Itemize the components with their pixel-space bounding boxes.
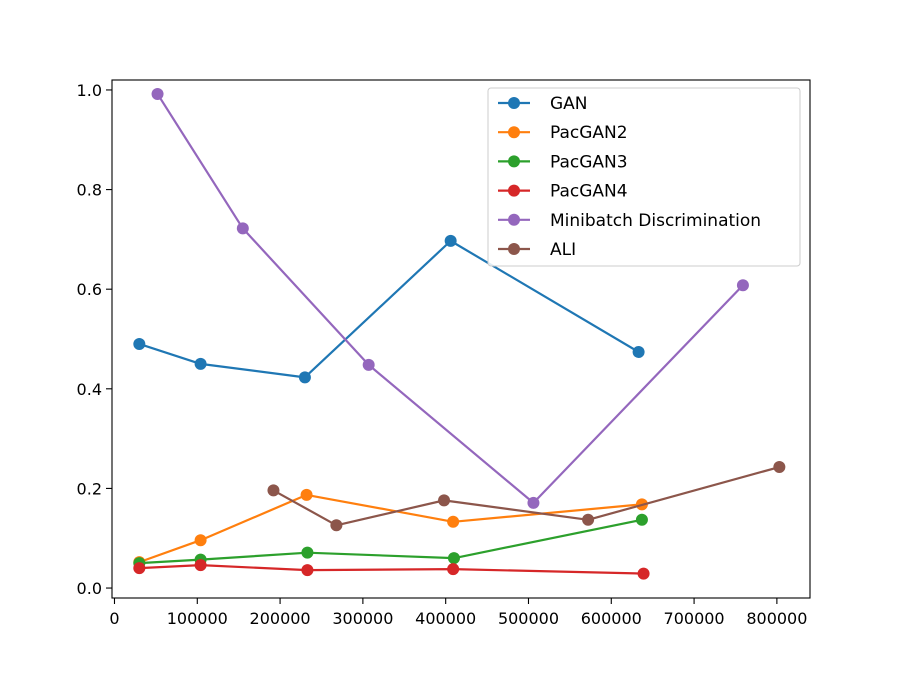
legend-marker-ali [508, 243, 520, 255]
data-point-pacgan4 [133, 562, 146, 575]
series-minibatch-discrimination [151, 87, 749, 509]
data-point-pacgan4 [301, 564, 314, 577]
data-point-pacgan3 [635, 513, 648, 526]
legend-marker-pacgan4 [508, 184, 520, 197]
data-point-gan [194, 357, 207, 370]
legend-label-pacgan4: PacGAN4 [550, 182, 628, 202]
data-point-pacgan2 [300, 488, 313, 501]
data-point-ali [267, 484, 280, 497]
data-point-pacgan2 [447, 515, 460, 528]
legend-entry-gan: GAN [498, 94, 588, 114]
series-pacgan4 [133, 559, 650, 580]
legend-label-gan: GAN [550, 94, 588, 114]
data-point-pacgan4 [637, 567, 650, 580]
data-point-minibatch-discrimination [362, 358, 375, 371]
y-tick-label: 0.0 [77, 579, 102, 598]
y-tick-label: 0.2 [77, 479, 102, 498]
axes-layer: 0 100000 200000 300000 400000 500000 600000 700… [77, 79, 811, 628]
legend-label-pacgan2: PacGAN2 [550, 123, 628, 143]
series-gan [133, 234, 645, 384]
legend-marker-gan [508, 97, 520, 109]
legend-marker-minibatch-discrimination [508, 213, 520, 226]
x-tick-label: 600000 [581, 609, 642, 628]
legend-label-pacgan3: PacGAN3 [550, 152, 628, 172]
x-tick-label: 0 [109, 609, 119, 628]
y-tick-label: 0.4 [77, 380, 102, 399]
legend-label-ali: ALI [550, 240, 576, 260]
data-point-ali [330, 519, 343, 532]
legend-box [487, 87, 801, 267]
data-point-pacgan4 [447, 563, 460, 576]
legend-entry-pacgan2: PacGAN2 [498, 123, 628, 143]
x-tick-label: 500000 [498, 609, 559, 628]
legend-entry-minibatch-discrimination: Minibatch Discrimination [498, 211, 761, 231]
x-tick-label: 200000 [250, 609, 311, 628]
x-tick-label: 700000 [664, 609, 725, 628]
data-point-pacgan3 [301, 546, 314, 559]
data-point-ali [582, 513, 595, 526]
legend-marker-pacgan3 [508, 155, 520, 168]
x-tick-label: 400000 [415, 609, 476, 628]
legend-label-minibatch-discrimination: Minibatch Discrimination [550, 211, 761, 231]
x-tick-label: 100000 [167, 609, 228, 628]
data-point-pacgan4 [194, 559, 207, 572]
data-point-minibatch-discrimination [736, 279, 749, 292]
series-layer [133, 87, 786, 580]
data-point-gan [444, 234, 457, 247]
data-point-minibatch-discrimination [527, 496, 540, 509]
y-tick-label: 0.6 [77, 280, 102, 299]
legend-entry-ali: ALI [498, 240, 576, 260]
series-ali [267, 461, 786, 532]
data-point-pacgan3 [447, 552, 460, 565]
data-point-ali [438, 494, 451, 507]
x-tick-label: 300000 [332, 609, 393, 628]
y-tick-label: 1.0 [77, 81, 102, 100]
data-point-gan [298, 371, 311, 384]
data-point-minibatch-discrimination [151, 87, 164, 100]
data-point-pacgan2 [194, 534, 207, 547]
legend-entry-pacgan4: PacGAN4 [498, 182, 628, 202]
data-point-ali [773, 461, 786, 474]
data-point-gan [632, 345, 645, 358]
axes-frame [111, 79, 811, 599]
y-tick-label: 0.8 [77, 181, 102, 200]
x-tick-label: 800000 [746, 609, 807, 628]
data-point-gan [133, 337, 146, 350]
data-point-minibatch-discrimination [236, 222, 249, 235]
legend: GAN PacGAN2 PacGAN3 PacGAN4 Minibatch Discri… [487, 87, 801, 267]
legend-entry-pacgan3: PacGAN3 [498, 152, 628, 172]
legend-marker-pacgan2 [508, 126, 520, 139]
